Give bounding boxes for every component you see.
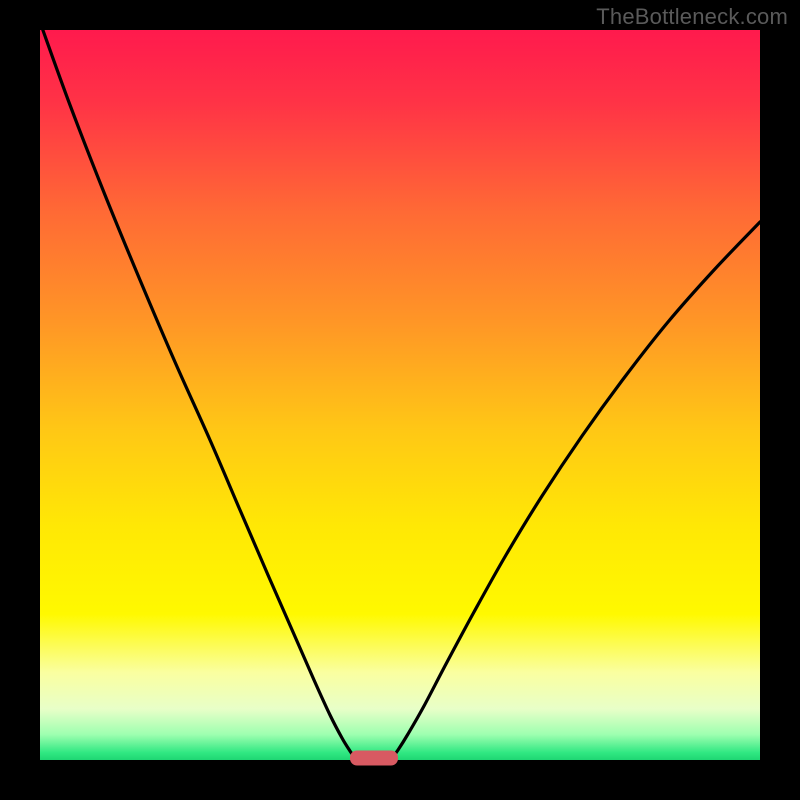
watermark-text: TheBottleneck.com — [596, 4, 788, 30]
bottleneck-chart — [0, 0, 800, 800]
chart-container: TheBottleneck.com — [0, 0, 800, 800]
plot-area — [40, 30, 760, 760]
optimal-marker-pill — [350, 751, 398, 766]
